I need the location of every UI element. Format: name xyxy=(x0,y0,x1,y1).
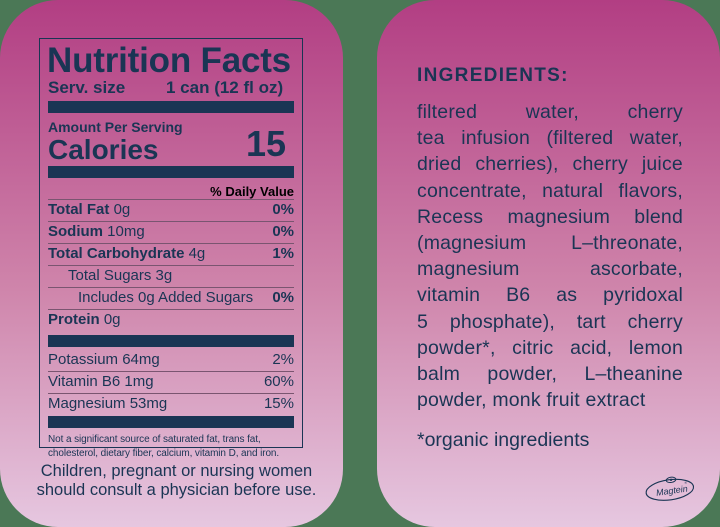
svg-text:Magtein: Magtein xyxy=(655,483,688,497)
